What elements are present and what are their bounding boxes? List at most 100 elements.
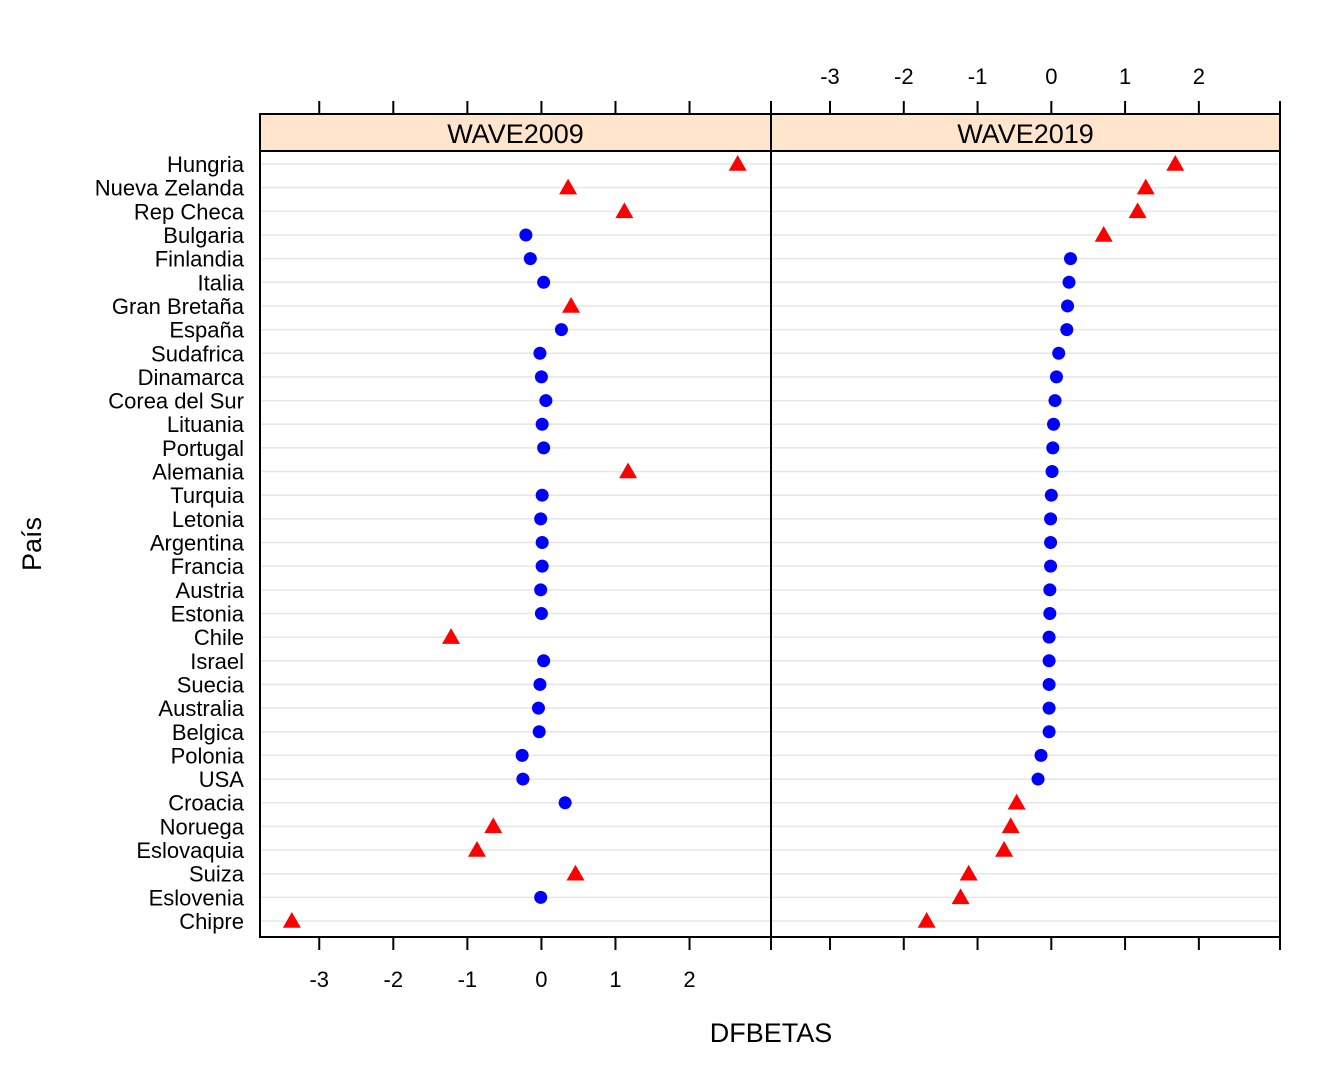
x-tick-label-top: -3: [820, 64, 840, 89]
circle-point: [515, 748, 529, 762]
category-label: Portugal: [162, 436, 244, 461]
circle-point: [1031, 772, 1045, 786]
data-marks: [282, 155, 1185, 928]
y-axis-title: País: [17, 517, 47, 571]
category-label: Finlandia: [155, 247, 245, 272]
x-tick-label-bottom: -1: [458, 967, 478, 992]
circle-point: [1045, 465, 1059, 479]
circle-point: [1044, 536, 1058, 549]
x-tick-label-top: -1: [968, 64, 988, 89]
triangle-point: [484, 817, 503, 834]
category-label: Hungria: [167, 152, 245, 177]
x-tick-label-bottom: 1: [609, 967, 621, 992]
circle-point: [535, 417, 549, 431]
circle-point: [534, 890, 548, 904]
category-label: Rep Checa: [134, 199, 245, 224]
category-label: Sudafrica: [151, 341, 245, 366]
category-label: Argentina: [150, 531, 245, 556]
panel-frame: [259, 150, 772, 938]
x-tick-label-top: 0: [1045, 64, 1057, 89]
x-tick-label-top: 2: [1193, 64, 1205, 89]
circle-point: [1043, 583, 1057, 597]
circle-point: [1044, 488, 1058, 502]
circle-point: [537, 654, 551, 668]
x-tick-label-top: 1: [1119, 64, 1131, 89]
category-label: Turquia: [170, 483, 245, 508]
triangle-point: [619, 462, 638, 479]
circle-point: [532, 725, 546, 739]
x-tick-label-bottom: 0: [535, 967, 547, 992]
triangle-point: [615, 202, 634, 219]
circle-point: [1042, 701, 1056, 715]
category-label: Alemania: [152, 460, 244, 485]
circle-point: [516, 772, 530, 786]
circle-point: [554, 323, 568, 337]
category-label: Belgica: [172, 720, 245, 745]
category-label: USA: [199, 767, 245, 792]
circle-point: [1048, 394, 1062, 408]
category-label: Letonia: [172, 507, 245, 532]
category-label: Israel: [190, 649, 244, 674]
triangle-point: [559, 178, 578, 195]
triangle-point: [728, 155, 747, 171]
circle-point: [1044, 559, 1058, 573]
panel-frame: [770, 150, 1281, 938]
x-axis-title: DFBETAS: [710, 1018, 833, 1048]
category-label: Australia: [158, 696, 244, 721]
triangle-point: [917, 912, 936, 928]
triangle-point: [1128, 202, 1147, 219]
triangle-point: [467, 841, 486, 857]
circle-point: [1046, 441, 1060, 455]
circle-point: [1062, 275, 1076, 289]
triangle-point: [1094, 225, 1113, 242]
category-label: Chipre: [179, 909, 244, 934]
circle-point: [519, 228, 533, 242]
x-tick-label-top: -2: [894, 64, 914, 89]
category-label: Francia: [171, 554, 245, 579]
category-label: Noruega: [160, 814, 245, 839]
circle-point: [534, 512, 548, 526]
triangle-point: [951, 888, 970, 905]
circle-point: [1043, 606, 1057, 620]
triangle-point: [566, 864, 585, 881]
circle-point: [1060, 323, 1074, 337]
panels: WAVE2009 WAVE2019: [259, 113, 1281, 938]
category-label: Polonia: [171, 743, 245, 768]
category-label: Suiza: [189, 862, 245, 887]
circle-point: [1047, 417, 1061, 431]
triangle-point: [1136, 178, 1155, 195]
category-label: Croacia: [168, 791, 245, 816]
circle-point: [537, 275, 551, 289]
category-label: Eslovaquia: [136, 838, 244, 863]
category-label: Corea del Sur: [108, 389, 244, 414]
triangle-point: [1001, 817, 1020, 834]
category-label: Estonia: [171, 601, 245, 626]
strip-title: WAVE2019: [957, 119, 1094, 149]
circle-point: [1052, 346, 1066, 360]
circle-point: [534, 370, 548, 384]
circle-point: [1034, 748, 1048, 762]
circle-point: [531, 701, 545, 715]
triangle-point: [562, 296, 581, 313]
circle-point: [1061, 299, 1075, 313]
triangle-point: [959, 864, 978, 881]
x-tick-label-bottom: -2: [384, 967, 404, 992]
category-label: España: [169, 318, 244, 343]
triangle-point: [442, 628, 461, 644]
circle-point: [534, 583, 548, 597]
circle-point: [1042, 725, 1056, 739]
category-label: Chile: [194, 625, 244, 650]
circle-point: [537, 441, 551, 455]
category-label: Nueva Zelanda: [95, 176, 245, 201]
circle-point: [535, 488, 549, 502]
circle-point: [1042, 654, 1056, 668]
x-tick-label-bottom: -3: [309, 967, 329, 992]
circle-point: [1044, 512, 1058, 526]
strip-title: WAVE2009: [447, 119, 584, 149]
category-label: Eslovenia: [149, 885, 245, 910]
circle-point: [523, 252, 537, 266]
circle-point: [535, 559, 549, 573]
